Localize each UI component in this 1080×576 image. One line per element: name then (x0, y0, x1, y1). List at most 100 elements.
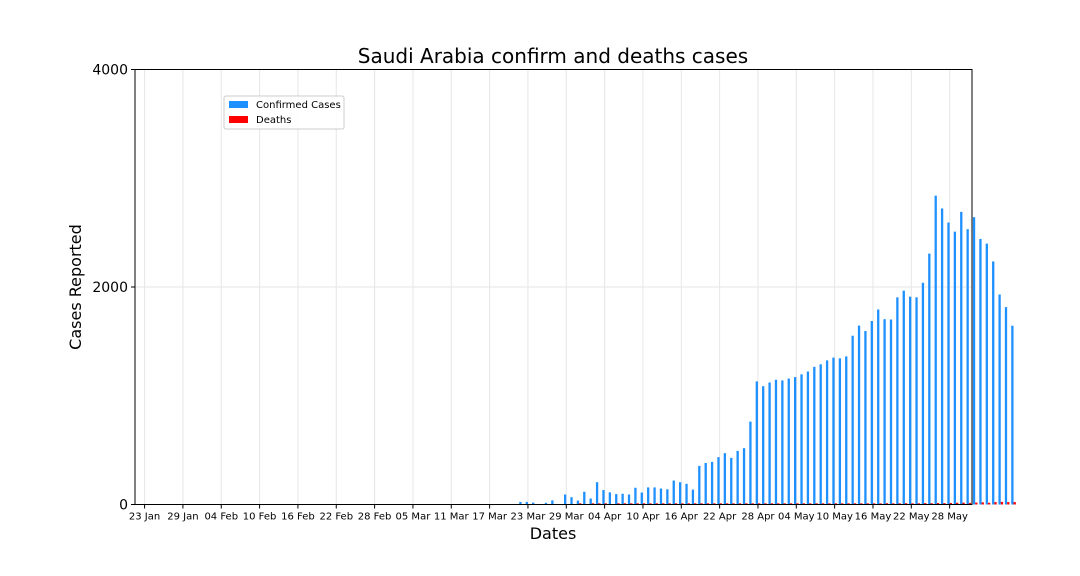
confirmed-bar (947, 222, 950, 505)
death-bar (668, 503, 671, 505)
x-tick-label: 16 Apr (665, 512, 699, 523)
legend: Confirmed Cases Deaths (223, 95, 345, 130)
confirmed-bar (1011, 325, 1014, 505)
death-bar (828, 503, 831, 505)
x-tick-label: 10 Feb (243, 512, 277, 523)
x-tick-label: 10 May (816, 512, 853, 523)
death-bar (789, 503, 793, 505)
death-bar (892, 503, 895, 505)
death-bar (815, 503, 818, 505)
confirmed-bar (717, 457, 720, 505)
confirmed-cases-bars (448, 195, 1014, 505)
death-bar (636, 503, 639, 505)
death-bar (930, 503, 933, 505)
death-bar (821, 503, 825, 505)
confirmed-bar (889, 319, 893, 505)
death-bar (885, 503, 889, 505)
confirmed-bar (825, 360, 829, 505)
confirmed-bar (985, 243, 988, 505)
death-bar (943, 503, 946, 505)
x-tick-label: 22 Apr (703, 512, 737, 523)
death-bar (726, 503, 729, 505)
death-bar (662, 503, 665, 505)
death-bar (872, 503, 876, 505)
death-bar (649, 503, 652, 505)
confirmed-bar (563, 494, 567, 505)
legend-swatch-confirmed (229, 101, 248, 108)
confirmed-bar (570, 497, 573, 505)
x-tick-label: 04 May (778, 512, 815, 523)
confirmed-bar (1004, 307, 1008, 505)
x-tick-label: 28 Feb (358, 512, 392, 523)
legend-label-confirmed: Confirmed Cases (256, 100, 341, 111)
death-bar (604, 503, 607, 505)
x-tick-label: 28 Apr (741, 512, 775, 523)
death-bar (681, 503, 684, 505)
death-bar (956, 502, 959, 505)
x-tick-label: 23 Mar (511, 512, 547, 523)
death-bar (924, 503, 927, 505)
confirmed-bar (934, 195, 937, 505)
legend-label-deaths: Deaths (256, 115, 291, 126)
death-bar (853, 503, 857, 505)
confirmed-bar (736, 450, 739, 505)
confirmed-bar (960, 211, 963, 505)
confirmed-bar (544, 502, 548, 505)
confirmed-bar (768, 382, 771, 505)
x-tick-label: 10 Apr (626, 512, 660, 523)
confirmed-bar (653, 487, 656, 505)
confirmed-bar (666, 489, 669, 505)
death-bar (738, 503, 742, 505)
confirmed-bar (896, 297, 899, 505)
confirmed-bar (589, 498, 592, 505)
death-bar (719, 503, 722, 505)
confirmed-bar (845, 356, 848, 505)
death-bar (783, 503, 786, 505)
confirmed-bar (902, 290, 905, 505)
death-bar (745, 503, 748, 505)
confirmed-bar (710, 461, 714, 505)
confirmed-bar (749, 421, 752, 505)
death-bar (847, 503, 850, 505)
death-bar (764, 503, 767, 505)
death-bar (968, 502, 972, 505)
death-bar (687, 503, 690, 505)
legend-box (223, 95, 345, 130)
death-bar (987, 502, 991, 505)
death-bar (617, 503, 620, 505)
death-bar (655, 503, 659, 505)
death-bar (917, 503, 920, 505)
confirmed-bar (915, 297, 918, 505)
death-bar (713, 503, 716, 505)
confirmed-bar (992, 261, 995, 505)
x-tick-label: 16 Feb (281, 512, 315, 523)
death-bar (591, 503, 595, 505)
death-bar (674, 503, 678, 505)
confirmed-bar (730, 457, 733, 505)
x-tick-label: 23 Jan (129, 512, 160, 523)
confirmed-bar (838, 358, 842, 505)
confirmed-bar (781, 380, 784, 505)
confirmed-bar (909, 296, 912, 505)
death-bar (706, 503, 710, 505)
confirmed-bar (998, 294, 1001, 505)
confirmed-bar (602, 490, 605, 505)
y-tick-label: 0 (119, 498, 128, 514)
confirmed-bar (864, 331, 867, 505)
confirmed-bar (813, 366, 816, 505)
confirmed-bar (551, 500, 554, 505)
confirmed-bar (704, 462, 707, 505)
chart-title: Saudi Arabia confirm and deaths cases (358, 44, 748, 68)
death-bar (1007, 502, 1010, 505)
confirmed-bar (691, 489, 695, 505)
confirmed-bar (583, 491, 586, 505)
death-bar (936, 502, 940, 505)
death-bar (975, 502, 978, 505)
death-bar (796, 503, 799, 505)
x-axis-label: Dates (530, 524, 577, 543)
confirmed-bar (979, 238, 982, 505)
confirmed-bar (525, 501, 528, 505)
death-bar (866, 503, 869, 505)
